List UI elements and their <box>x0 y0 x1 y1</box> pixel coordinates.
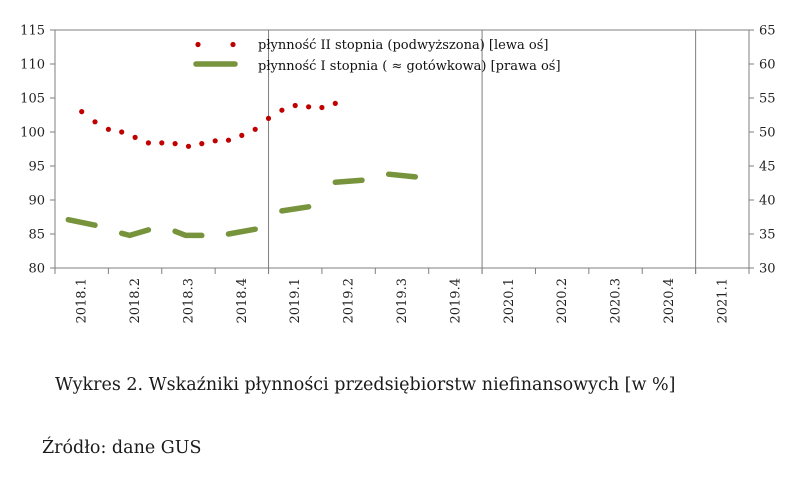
series-liquidity-ii-point <box>199 141 205 147</box>
series-liquidity-ii-point <box>292 102 298 109</box>
series-liquidity-ii-point <box>212 138 218 144</box>
series-liquidity-ii-point <box>332 100 338 106</box>
series-liquidity-ii-point <box>119 129 125 135</box>
chart-axes <box>54 29 750 274</box>
x-tick-label: 2020.1 <box>502 278 517 324</box>
chart-caption: Wykres 2. Wskaźniki płynności przedsiębi… <box>55 375 676 395</box>
series-liquidity-i-segment <box>385 171 419 180</box>
series-liquidity-i-segment <box>118 227 152 239</box>
series-liquidity-i-segment <box>225 226 258 237</box>
liquidity-chart: 2018.1 2018.2 2018.3 2018.4 2019.1 2019.2 2019… <box>20 24 775 324</box>
x-tick-label: 2019.1 <box>288 278 303 324</box>
series-liquidity-ii <box>79 100 338 149</box>
chart-ticks: 2018.1 2018.2 2018.3 2018.4 2019.1 2019.2 2019… <box>20 24 775 324</box>
y-left-tick-label: 100 <box>20 126 45 141</box>
series-liquidity-ii-point <box>172 141 178 147</box>
y-left-tick-label: 80 <box>28 262 45 277</box>
y-left-tick-label: 85 <box>28 228 45 243</box>
x-tick-label: 2019.4 <box>448 278 463 324</box>
series-liquidity-ii-point <box>79 109 85 115</box>
chart-legend: płynność II stopnia (podwyższona) [lewa … <box>193 38 561 74</box>
y-right-tick-label: 35 <box>759 228 776 243</box>
y-right-tick-label: 50 <box>759 126 776 141</box>
series-liquidity-ii-point <box>145 140 151 146</box>
legend-label-liquidity-i: płynność I stopnia ( ≈ gotówkowa) [prawa… <box>258 59 561 74</box>
legend-dot-marker <box>230 41 236 48</box>
legend-label-liquidity-ii: płynność II stopnia (podwyższona) [lewa … <box>258 38 548 53</box>
y-right-tick-label: 45 <box>759 160 776 175</box>
x-tick-label: 2021.1 <box>715 278 730 324</box>
series-liquidity-ii-point <box>225 137 232 143</box>
series-liquidity-i-segment <box>332 177 365 186</box>
series-liquidity-ii-point <box>159 140 165 146</box>
y-right-tick-label: 60 <box>759 58 776 73</box>
series-liquidity-i-segment <box>279 204 312 214</box>
x-tick-label: 2020.4 <box>662 278 677 324</box>
y-left-tick-label: 90 <box>28 194 45 209</box>
series-liquidity-ii-point <box>239 132 245 138</box>
series-liquidity-ii-point <box>279 107 285 113</box>
y-right-tick-label: 40 <box>759 194 776 209</box>
x-tick-label: 2018.4 <box>235 278 250 324</box>
series-liquidity-ii-point <box>319 104 325 111</box>
x-tick-label: 2018.3 <box>181 278 196 324</box>
series-liquidity-ii-point <box>92 119 98 125</box>
y-right-tick-label: 30 <box>759 262 776 277</box>
series-liquidity-ii-point <box>265 115 272 121</box>
x-tick-label: 2020.2 <box>555 278 570 324</box>
x-tick-label: 2019.3 <box>395 278 410 324</box>
series-liquidity-ii-point <box>132 134 138 140</box>
plot-area-border <box>54 29 750 269</box>
series-liquidity-i-segment <box>172 228 205 239</box>
y-right-tick-label: 55 <box>759 92 776 107</box>
y-right-tick-label: 65 <box>759 24 776 39</box>
series-liquidity-ii-point <box>306 104 312 110</box>
legend-dot-marker <box>195 41 201 48</box>
series-liquidity-i-segment <box>65 216 98 228</box>
y-left-tick-label: 115 <box>20 24 45 39</box>
x-tick-label: 2019.2 <box>342 278 357 324</box>
y-left-tick-label: 105 <box>20 92 45 107</box>
y-left-tick-label: 95 <box>28 160 45 175</box>
series-liquidity-i <box>65 171 419 239</box>
series-liquidity-ii-point <box>252 126 258 132</box>
series-liquidity-ii-point <box>105 126 111 132</box>
x-tick-label: 2018.2 <box>128 278 143 324</box>
chart-source: Źródło: dane GUS <box>42 438 202 458</box>
y-left-tick-label: 110 <box>20 58 45 73</box>
x-tick-label: 2018.1 <box>75 278 90 324</box>
series-liquidity-ii-point <box>185 143 192 149</box>
x-tick-label: 2020.3 <box>609 278 624 324</box>
